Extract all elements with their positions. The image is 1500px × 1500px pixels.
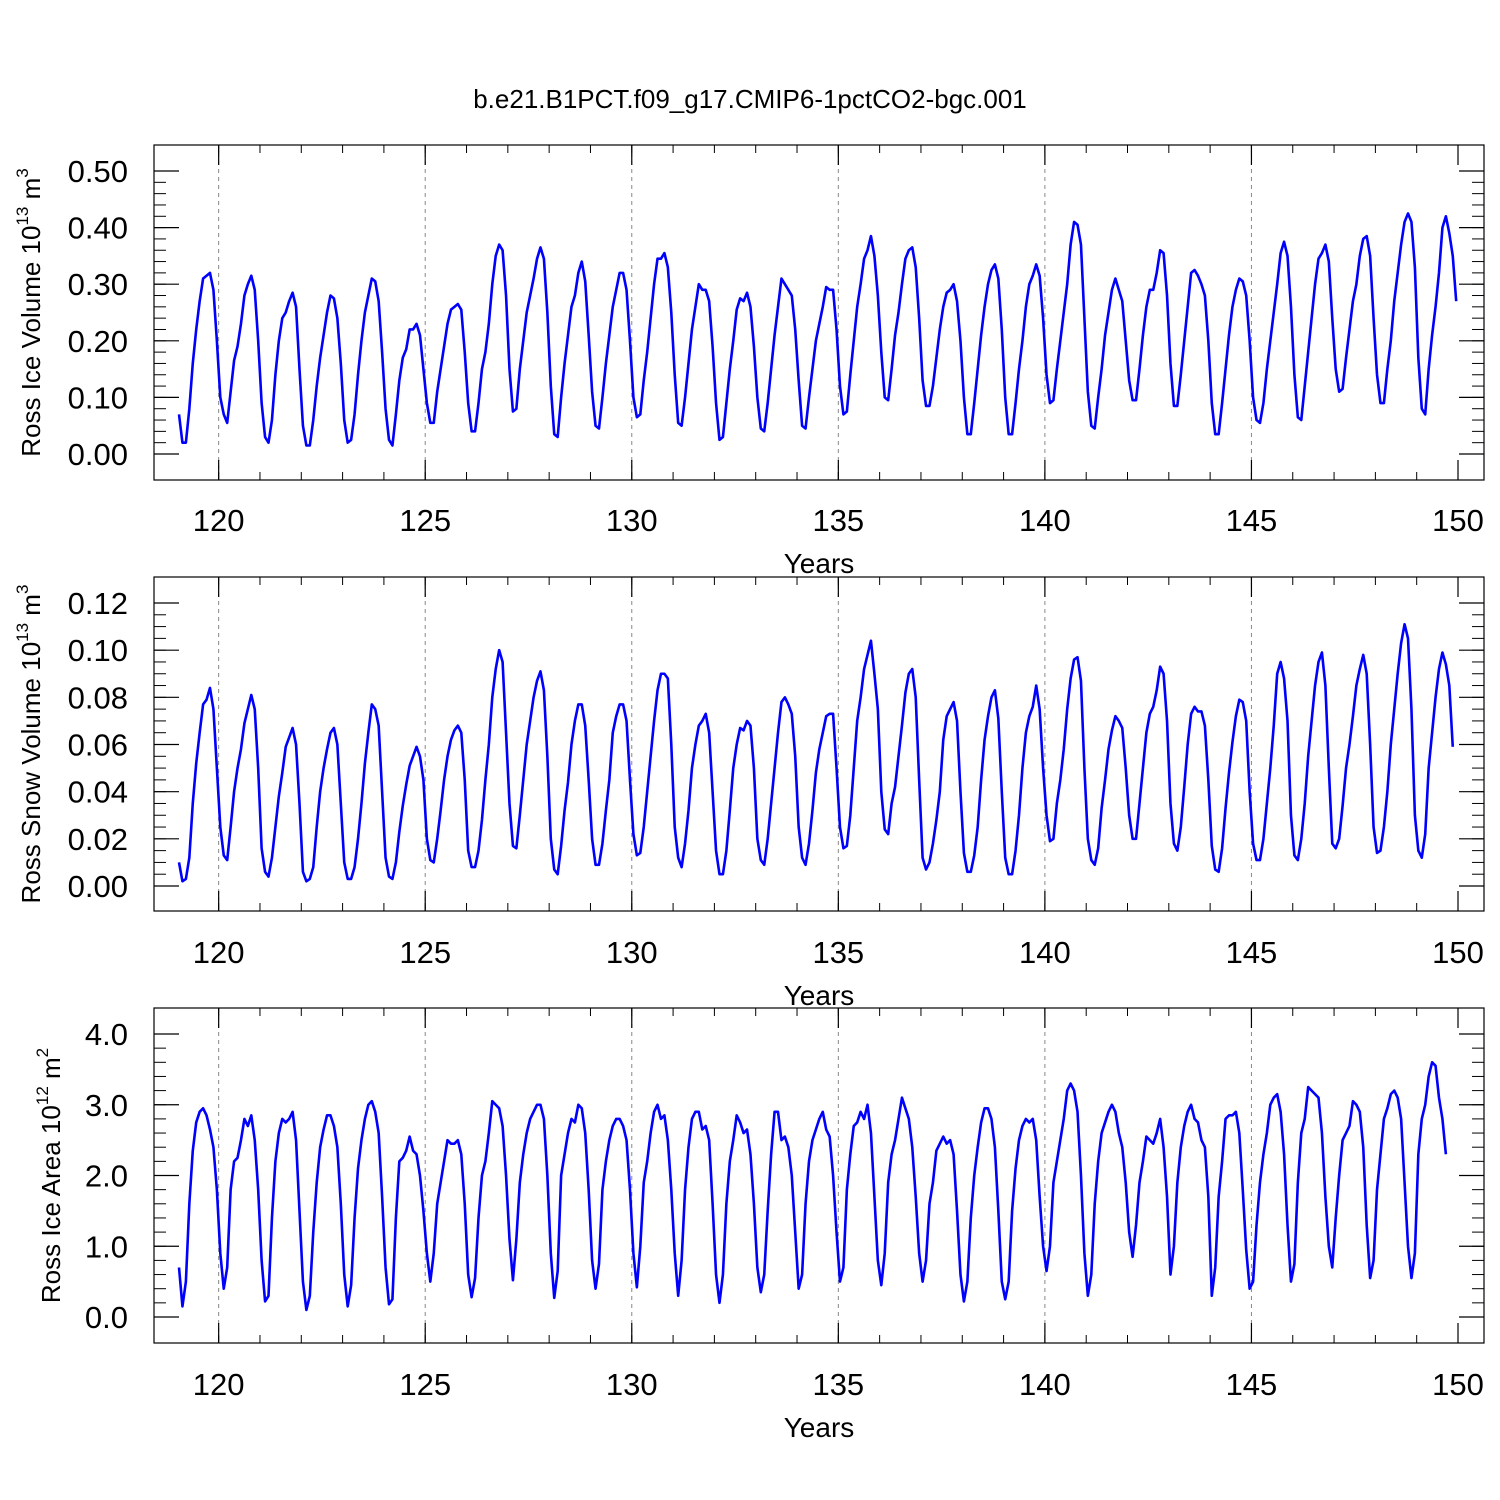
y-tick-label: 0.06 xyxy=(68,728,128,763)
panel-ice-area-y-axis-title: Ross Ice Area 1012 m2 xyxy=(33,1048,66,1303)
panel-snow-volume-major-ticks xyxy=(154,577,1484,911)
panel-snow-volume-x-axis-title: Years xyxy=(784,980,855,1011)
panel-ice-volume-y-tick-labels: 0.00 0.10 0.20 0.30 0.40 0.50 xyxy=(68,154,128,472)
snow-volume-series-line xyxy=(177,622,1455,883)
x-tick-label-120: 120 xyxy=(193,503,245,538)
x-tick-label-150: 150 xyxy=(1432,935,1484,970)
panel-snow-volume-y-axis-title: Ross Snow Volume 1013 m3 xyxy=(13,585,46,904)
panel-ice-area-x-axis-title: Years xyxy=(784,1412,855,1443)
ice-area-ylabel-unit: m xyxy=(36,1057,66,1086)
x-tick-label-135: 135 xyxy=(812,1367,864,1402)
x-tick-label-140: 140 xyxy=(1019,935,1071,970)
x-tick-label-150: 150 xyxy=(1432,1367,1484,1402)
y-tick-label: 2.0 xyxy=(85,1159,128,1194)
panel-ice-area-frame xyxy=(153,1007,1485,1344)
x-tick-label-130: 130 xyxy=(606,935,658,970)
panel-ice-volume-plot-area xyxy=(177,212,1458,447)
panel-snow-volume-x-tick-labels: 120 125 130 135 140 145 150 xyxy=(193,935,1484,970)
x-tick-label-140: 140 xyxy=(1019,1367,1071,1402)
ice-volume-ylabel-exp: 13 xyxy=(13,207,32,226)
x-tick-label-145: 145 xyxy=(1226,1367,1278,1402)
panel-snow-volume-y-tick-labels: 0.00 0.02 0.04 0.06 0.08 0.10 0.12 xyxy=(68,586,128,904)
panel-ice-area-major-ticks xyxy=(154,1008,1484,1343)
ice-volume-series-line xyxy=(177,212,1458,447)
y-tick-label: 0.00 xyxy=(68,437,128,472)
panel-ice-volume-major-ticks xyxy=(154,145,1484,480)
panel-ice-area-x-tick-labels: 120 125 130 135 140 145 150 xyxy=(193,1367,1484,1402)
y-tick-label: 0.20 xyxy=(68,324,128,359)
y-tick-label: 0.02 xyxy=(68,822,128,857)
y-tick-label: 4.0 xyxy=(85,1017,128,1052)
panel-ice-volume-minor-ticks xyxy=(154,145,1484,480)
x-tick-label-125: 125 xyxy=(399,1367,451,1402)
y-tick-label: 3.0 xyxy=(85,1088,128,1123)
x-tick-label-120: 120 xyxy=(193,1367,245,1402)
panel-ice-volume-frame xyxy=(153,144,1485,481)
y-tick-label: 0.12 xyxy=(68,586,128,621)
panel-ice-area-y-tick-labels: 0.0 1.0 2.0 3.0 4.0 xyxy=(85,1017,128,1335)
x-tick-label-130: 130 xyxy=(606,503,658,538)
x-tick-label-150: 150 xyxy=(1432,503,1484,538)
x-tick-label-140: 140 xyxy=(1019,503,1071,538)
y-tick-label: 0.0 xyxy=(85,1300,128,1335)
y-tick-label: 0.40 xyxy=(68,211,128,246)
y-tick-label: 1.0 xyxy=(85,1229,128,1264)
ice-volume-ylabel-unit: m xyxy=(16,178,46,207)
panel-snow-volume-plot-area xyxy=(177,622,1455,883)
snow-volume-ylabel-unit-exp: 3 xyxy=(13,585,32,594)
snow-volume-ylabel-main: Ross Snow Volume 10 xyxy=(16,642,46,904)
y-tick-label: 0.08 xyxy=(68,680,128,715)
ice-area-series-line xyxy=(177,1061,1448,1312)
x-tick-label-145: 145 xyxy=(1226,935,1278,970)
y-tick-label: 0.04 xyxy=(68,775,128,810)
y-tick-label: 0.10 xyxy=(68,380,128,415)
x-tick-label-135: 135 xyxy=(812,503,864,538)
panel-ice-area-plot-area xyxy=(177,1061,1448,1312)
snow-volume-ylabel-exp: 13 xyxy=(13,623,32,642)
ice-area-ylabel-main: Ross Ice Area 10 xyxy=(36,1105,66,1303)
panel-ice-volume-x-tick-labels: 120 125 130 135 140 145 150 xyxy=(193,503,1484,538)
snow-volume-ylabel-unit: m xyxy=(16,594,46,623)
panel-ice-volume-y-axis-title: Ross Ice Volume 1013 m3 xyxy=(13,168,46,457)
x-tick-label-135: 135 xyxy=(812,935,864,970)
x-tick-label-125: 125 xyxy=(399,503,451,538)
panel-ice-volume: 120 125 130 135 140 145 150 0.000.100.200.300.… xyxy=(13,144,1485,579)
y-tick-label: 0.50 xyxy=(68,154,128,189)
x-tick-label-130: 130 xyxy=(606,1367,658,1402)
ice-area-ylabel-unit-exp: 2 xyxy=(33,1048,52,1057)
y-tick-label: 0.00 xyxy=(68,869,128,904)
panel-ice-area: 120 125 130 135 140 145 150 0.0 1.0 2.0 3.0 4.0 Ye… xyxy=(33,1007,1485,1443)
panel-snow-volume: 120 125 130 135 140 145 150 0.000.020.040.060.… xyxy=(13,576,1485,1011)
ice-area-ylabel-exp: 12 xyxy=(33,1086,52,1105)
y-tick-label: 0.30 xyxy=(68,267,128,302)
x-tick-label-145: 145 xyxy=(1226,503,1278,538)
panel-snow-volume-frame xyxy=(153,576,1485,912)
y-tick-label: 0.10 xyxy=(68,633,128,668)
figure-title: b.e21.B1PCT.f09_g17.CMIP6-1pctCO2-bgc.00… xyxy=(473,84,1027,114)
ice-volume-ylabel-unit-exp: 3 xyxy=(13,168,32,177)
ice-volume-ylabel-main: Ross Ice Volume 10 xyxy=(16,226,46,457)
panel-ice-volume-x-axis-title: Years xyxy=(784,548,855,579)
x-tick-label-125: 125 xyxy=(399,935,451,970)
x-tick-label-120: 120 xyxy=(193,935,245,970)
